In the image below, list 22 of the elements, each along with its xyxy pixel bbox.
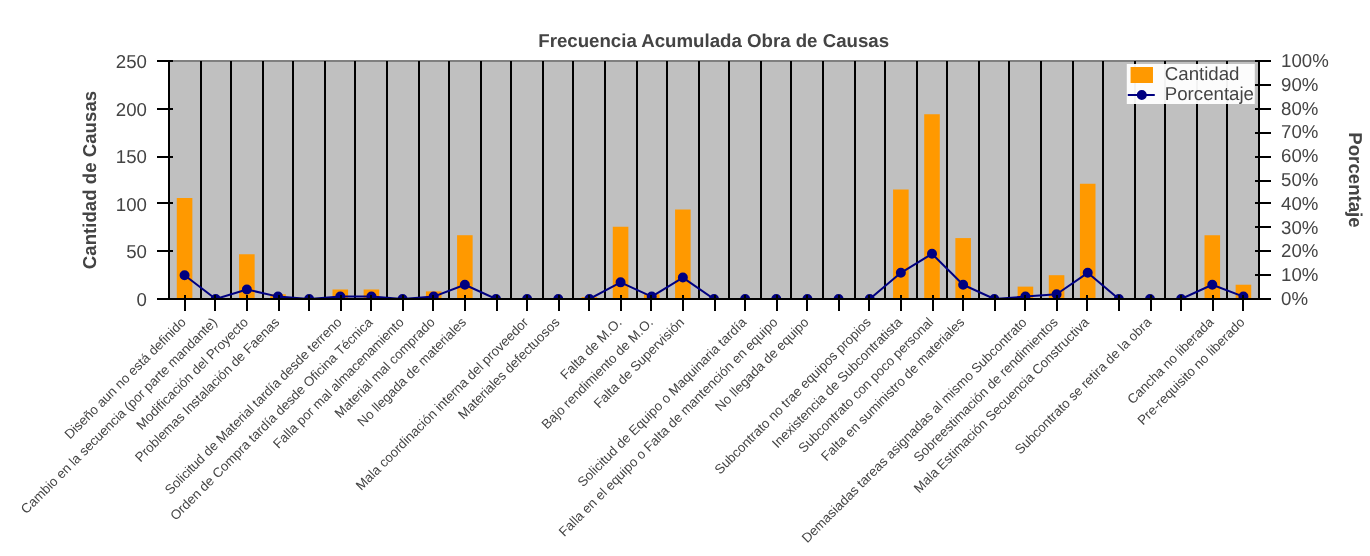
y-tick-label: 150 xyxy=(115,147,148,168)
y2-tick-label: 20% xyxy=(1281,241,1319,262)
y-tick-label: 250 xyxy=(115,52,148,72)
y2-tick-label: 40% xyxy=(1281,193,1319,214)
y2-tick-label: 70% xyxy=(1281,122,1319,143)
y2-tick-label: 100% xyxy=(1281,51,1329,71)
y-axis-title: Cantidad de Causas xyxy=(79,90,100,270)
y2-tick-label: 0% xyxy=(1281,289,1308,309)
y2-tick-label: 80% xyxy=(1281,98,1319,119)
y-tick-label: 0 xyxy=(136,290,148,310)
y-tick-label: 100 xyxy=(115,194,148,215)
y-tick-label: 200 xyxy=(115,99,148,120)
chart-title: Frecuencia Acumulada Obra de Causas xyxy=(538,31,890,51)
y2-tick-label: 60% xyxy=(1281,146,1319,167)
y2-tick-label: 90% xyxy=(1281,74,1319,95)
y2-tick-label: 10% xyxy=(1281,265,1319,286)
legend-label: Porcentaje xyxy=(1164,84,1254,104)
legend-label: Cantidad xyxy=(1164,64,1240,84)
y-tick-label: 50 xyxy=(126,242,148,263)
y2-tick-label: 30% xyxy=(1281,217,1319,238)
y2-tick-label: 50% xyxy=(1281,170,1319,190)
y2-axis-title: Porcentaje xyxy=(1344,132,1365,228)
